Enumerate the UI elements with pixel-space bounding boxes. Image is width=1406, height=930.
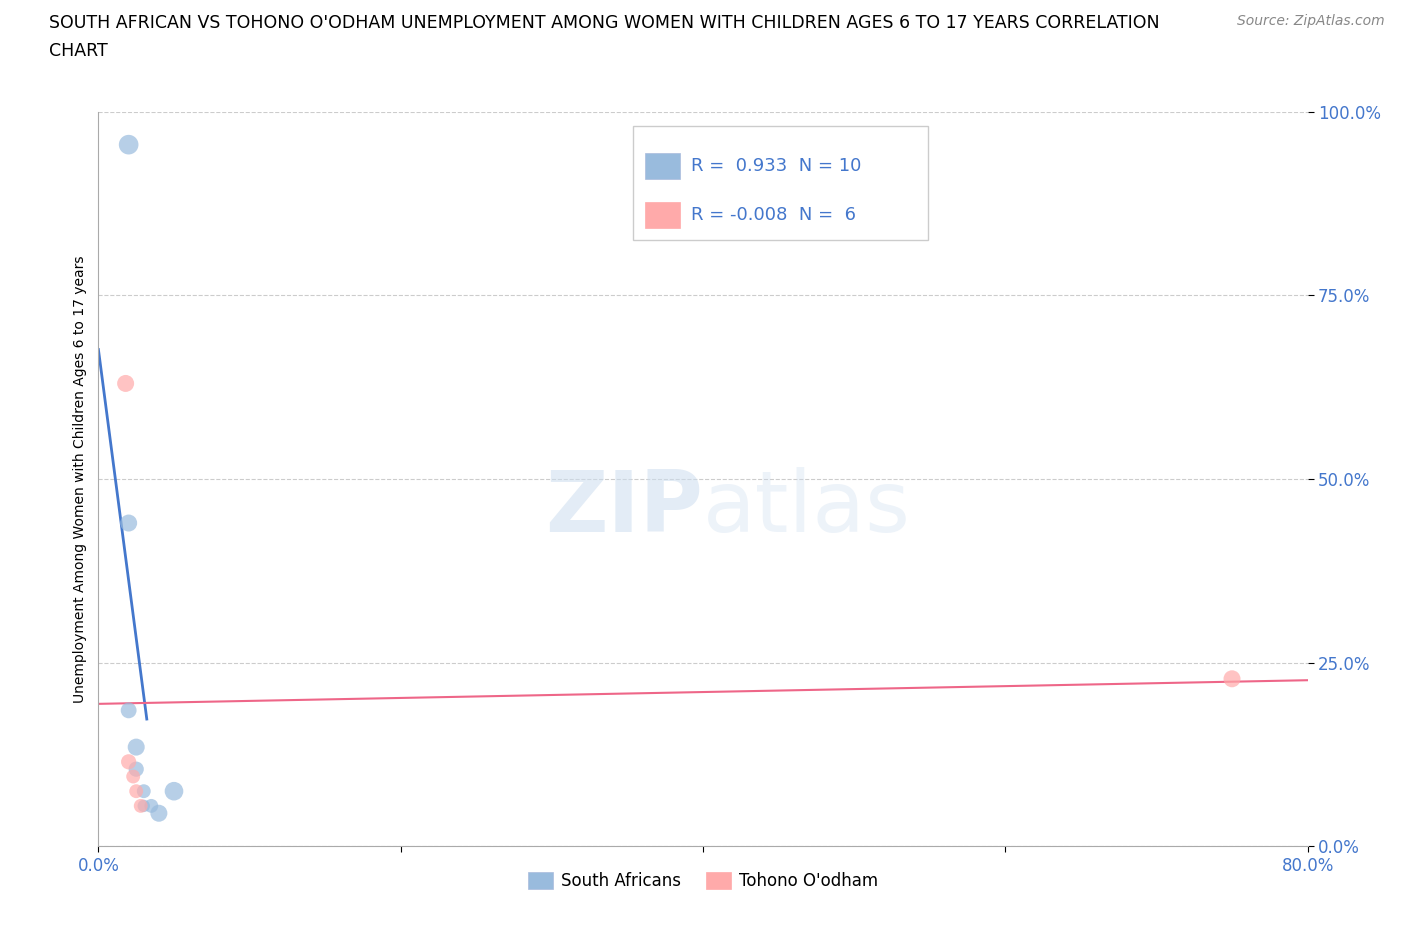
Y-axis label: Unemployment Among Women with Children Ages 6 to 17 years: Unemployment Among Women with Children A… [73, 255, 87, 703]
Text: CHART: CHART [49, 42, 108, 60]
Text: Source: ZipAtlas.com: Source: ZipAtlas.com [1237, 14, 1385, 28]
Text: SOUTH AFRICAN VS TOHONO O'ODHAM UNEMPLOYMENT AMONG WOMEN WITH CHILDREN AGES 6 TO: SOUTH AFRICAN VS TOHONO O'ODHAM UNEMPLOY… [49, 14, 1160, 32]
Point [118, 138, 141, 153]
Point [118, 754, 141, 769]
Point [129, 799, 152, 814]
Legend: South Africans, Tohono O'odham: South Africans, Tohono O'odham [522, 865, 884, 897]
Point [1220, 671, 1243, 686]
Point [163, 784, 186, 799]
Point [114, 376, 136, 391]
Point [141, 799, 163, 814]
Text: ZIP: ZIP [546, 467, 703, 550]
Point [118, 515, 141, 530]
Point [132, 784, 155, 799]
Point [118, 703, 141, 718]
Point [125, 739, 148, 754]
Text: atlas: atlas [703, 467, 911, 550]
Point [125, 762, 148, 777]
Point [122, 769, 145, 784]
Text: R = -0.008  N =  6: R = -0.008 N = 6 [692, 206, 856, 224]
Point [125, 784, 148, 799]
Point [132, 799, 155, 814]
Text: R =  0.933  N = 10: R = 0.933 N = 10 [692, 157, 862, 175]
Point [148, 805, 170, 820]
